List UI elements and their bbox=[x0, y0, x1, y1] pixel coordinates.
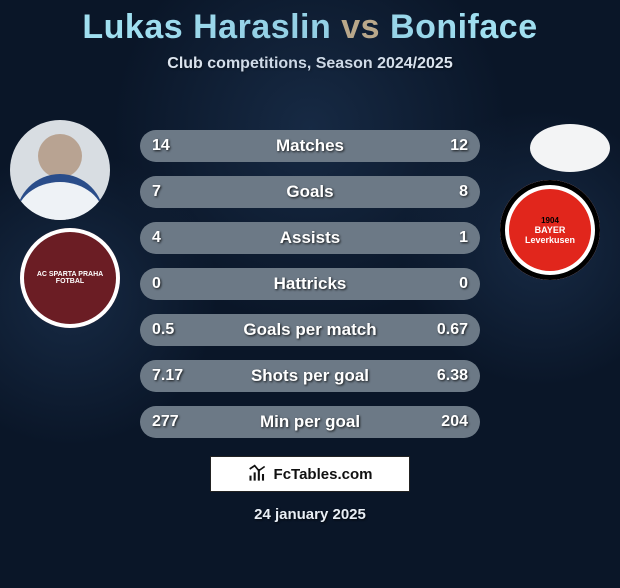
stat-value-left: 0.5 bbox=[152, 321, 174, 339]
brand-text: FcTables.com bbox=[274, 466, 373, 483]
stat-fill-left bbox=[140, 222, 412, 254]
stat-row: Hattricks 0 0 bbox=[140, 268, 480, 300]
stat-fill-right bbox=[412, 222, 480, 254]
stat-value-left: 4 bbox=[152, 229, 161, 247]
stat-value-right: 12 bbox=[450, 137, 468, 155]
stat-value-right: 1 bbox=[459, 229, 468, 247]
stat-row: Min per goal 277 204 bbox=[140, 406, 480, 438]
stat-row: Matches 14 12 bbox=[140, 130, 480, 162]
stat-value-left: 7 bbox=[152, 183, 161, 201]
stat-value-right: 6.38 bbox=[437, 367, 468, 385]
stat-label: Hattricks bbox=[274, 274, 347, 294]
club-right-label: BAYER bbox=[535, 225, 566, 235]
stat-value-right: 0.67 bbox=[437, 321, 468, 339]
club-badge-left: AC SPARTA PRAHA FOTBAL bbox=[20, 228, 120, 328]
club-right-city: Leverkusen bbox=[525, 235, 575, 245]
stat-label: Shots per goal bbox=[251, 366, 369, 386]
brand-box: FcTables.com bbox=[210, 456, 410, 492]
stat-value-left: 277 bbox=[152, 413, 179, 431]
stat-label: Goals per match bbox=[243, 320, 376, 340]
stat-label: Matches bbox=[276, 136, 344, 156]
player2-name: Boniface bbox=[390, 8, 538, 46]
player2-avatar bbox=[530, 124, 610, 172]
stat-row: Assists 4 1 bbox=[140, 222, 480, 254]
stat-value-left: 0 bbox=[152, 275, 161, 293]
stat-label: Min per goal bbox=[260, 412, 360, 432]
stat-label: Assists bbox=[280, 228, 340, 248]
chart-icon bbox=[248, 464, 268, 484]
stat-value-right: 204 bbox=[441, 413, 468, 431]
club-right-year: 1904 bbox=[541, 216, 559, 225]
stat-row: Goals per match 0.5 0.67 bbox=[140, 314, 480, 346]
stat-label: Goals bbox=[286, 182, 333, 202]
player1-avatar bbox=[10, 120, 110, 220]
stat-fill-left bbox=[140, 176, 300, 208]
stat-row: Goals 7 8 bbox=[140, 176, 480, 208]
club-left-label-top: AC SPARTA PRAHA bbox=[37, 271, 103, 278]
club-left-label-bottom: FOTBAL bbox=[37, 278, 103, 285]
date-text: 24 january 2025 bbox=[0, 506, 620, 523]
stat-value-left: 7.17 bbox=[152, 367, 183, 385]
club-badge-right: 1904 BAYER Leverkusen bbox=[500, 180, 600, 280]
stat-value-left: 14 bbox=[152, 137, 170, 155]
vs-text: vs bbox=[341, 8, 380, 46]
subtitle: Club competitions, Season 2024/2025 bbox=[0, 55, 620, 73]
stat-value-right: 8 bbox=[459, 183, 468, 201]
player1-name: Lukas Haraslin bbox=[82, 8, 331, 46]
stat-row: Shots per goal 7.17 6.38 bbox=[140, 360, 480, 392]
comparison-title: Lukas Haraslin vs Boniface bbox=[0, 8, 620, 47]
stat-value-right: 0 bbox=[459, 275, 468, 293]
stats-container: Matches 14 12 Goals 7 8 Assists 4 1 Hattricks 0 0 Go… bbox=[140, 130, 480, 438]
